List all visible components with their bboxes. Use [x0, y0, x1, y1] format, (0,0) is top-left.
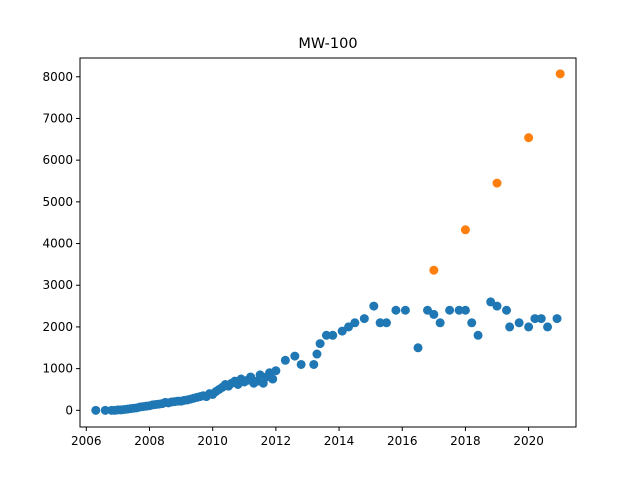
data-point — [312, 349, 322, 359]
y-tick-label: 7000 — [42, 111, 73, 125]
data-point — [290, 351, 300, 361]
x-tick-label: 2010 — [197, 434, 228, 448]
data-point — [100, 405, 110, 415]
data-point — [460, 305, 470, 315]
y-tick-label: 8000 — [42, 70, 73, 84]
data-point — [435, 318, 445, 328]
x-tick-label: 2014 — [324, 434, 355, 448]
data-point — [505, 322, 515, 332]
data-point — [555, 69, 565, 79]
plot-frame — [79, 57, 577, 428]
data-point — [309, 359, 319, 369]
x-tick-label: 2008 — [134, 434, 165, 448]
data-point — [268, 374, 278, 384]
x-tick-label: 2020 — [513, 434, 544, 448]
data-point — [413, 343, 423, 353]
data-point — [381, 318, 391, 328]
x-tick-label: 2018 — [450, 434, 481, 448]
y-axis: 0 1000 2000 3000 4000 5000 6000 7000 8000 — [42, 70, 80, 417]
data-point — [280, 355, 290, 365]
data-point — [296, 359, 306, 369]
data-point — [359, 314, 369, 324]
data-point — [375, 318, 385, 328]
data-point — [460, 225, 470, 235]
data-point — [429, 265, 439, 275]
x-axis: 2006 2008 2010 2012 2014 2016 2018 2020 — [71, 427, 544, 448]
data-point — [315, 339, 325, 349]
y-tick-label: 6000 — [42, 153, 73, 167]
data-point — [467, 318, 477, 328]
data-point — [391, 305, 401, 315]
data-point — [400, 305, 410, 315]
data-point — [524, 133, 534, 143]
data-point — [473, 330, 483, 340]
data-point — [321, 330, 331, 340]
data-point — [492, 301, 502, 311]
data-point — [530, 314, 540, 324]
y-tick-label: 0 — [65, 403, 73, 417]
data-point — [445, 305, 455, 315]
data-point — [501, 305, 511, 315]
data-point — [492, 178, 502, 188]
x-tick-label: 2012 — [261, 434, 292, 448]
series-1 — [91, 297, 562, 415]
y-tick-label: 1000 — [42, 362, 73, 376]
series-layer — [91, 69, 565, 415]
data-point — [350, 318, 360, 328]
data-point — [552, 314, 562, 324]
data-point — [91, 405, 101, 415]
data-point — [328, 330, 338, 340]
data-point — [271, 366, 281, 376]
data-point — [524, 322, 534, 332]
x-tick-label: 2006 — [71, 434, 102, 448]
data-point — [543, 322, 553, 332]
data-point — [429, 309, 439, 319]
chart-title: MW-100 — [298, 36, 357, 52]
data-point — [454, 305, 464, 315]
y-tick-label: 2000 — [42, 320, 73, 334]
data-point — [369, 301, 379, 311]
y-tick-label: 3000 — [42, 278, 73, 292]
y-tick-label: 4000 — [42, 237, 73, 251]
x-tick-label: 2016 — [387, 434, 418, 448]
data-point — [536, 314, 546, 324]
y-tick-label: 5000 — [42, 195, 73, 209]
data-point — [514, 318, 524, 328]
series-2 — [429, 69, 565, 275]
